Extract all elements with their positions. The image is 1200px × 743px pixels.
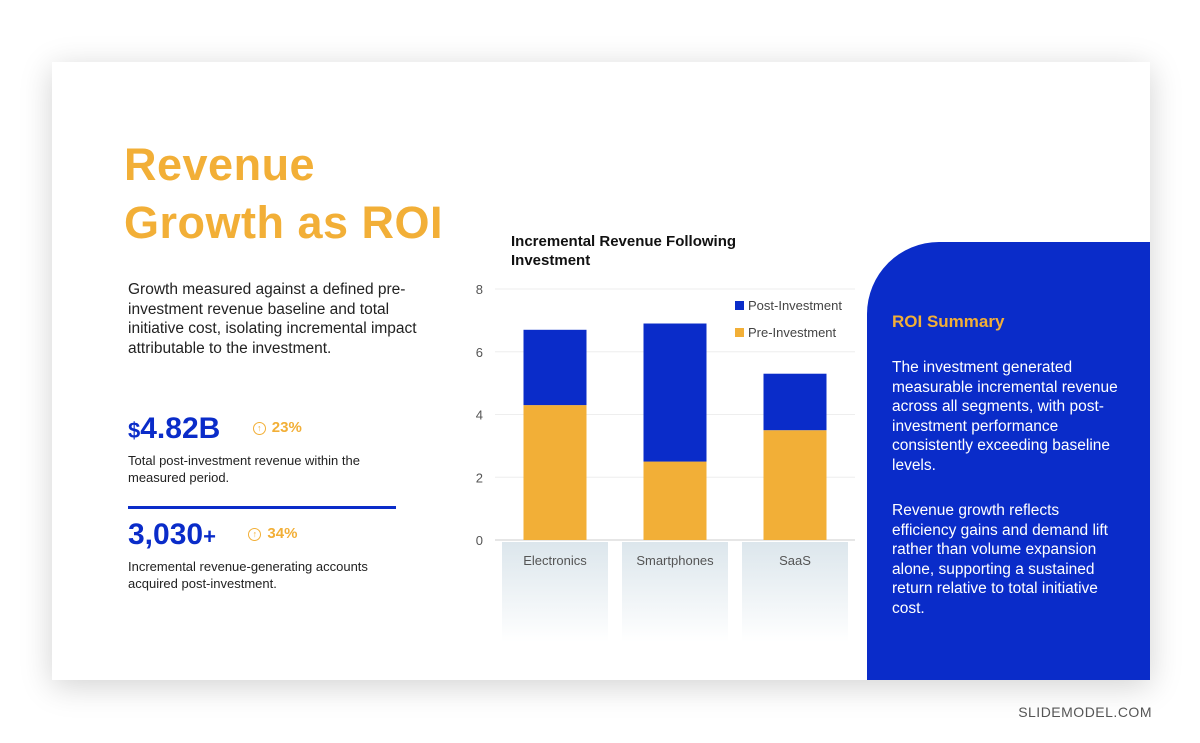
y-tick-label: 8: [476, 282, 483, 297]
intro-text: Growth measured against a defined pre-in…: [128, 281, 417, 357]
bar-pre-investment: [763, 430, 827, 540]
kpi-change: ↑ 23%: [252, 419, 302, 436]
category-label-box: [622, 542, 728, 642]
kpi-number: 4.82B: [140, 412, 221, 445]
arrow-up-circle-icon: ↑: [248, 528, 262, 541]
legend-label: Post-Investment: [748, 298, 842, 313]
kpi-change-value: 34%: [267, 525, 298, 542]
kpi-change-value: 23%: [271, 419, 302, 436]
x-tick-label: Smartphones: [636, 553, 714, 568]
x-tick-label: Electronics: [523, 553, 587, 568]
legend-label: Pre-Investment: [748, 325, 837, 340]
kpi-revenue: $4.82B ↑ 23% Total post-investment revenu…: [128, 412, 398, 486]
watermark: SLIDEMODEL.COM: [1018, 704, 1152, 720]
y-tick-label: 2: [476, 470, 483, 485]
kpi-change: ↑ 34%: [248, 525, 297, 542]
bar-pre-investment: [523, 405, 587, 540]
title-line-1: Revenue: [124, 139, 316, 190]
kpi-prefix: $: [128, 418, 141, 443]
stacked-bar-chart: 0 2 4 6 8 Electronics Smartphones SaaS Post-Inve…: [476, 282, 855, 642]
chart-title: Incremental Revenue Following Investment: [511, 233, 737, 269]
slide: Revenue Growth as ROI Growth measured aga…: [52, 62, 1150, 680]
divider: [128, 506, 396, 509]
legend-swatch: [735, 301, 744, 310]
category-label-box: [502, 542, 608, 642]
y-tick-label: 4: [476, 408, 483, 423]
roi-summary-panel: ROI Summary The investment generated mea…: [867, 242, 1150, 680]
summary-paragraph: Revenue growth reflects efficiency gains…: [892, 502, 1108, 617]
summary-heading: ROI Summary: [892, 312, 1005, 331]
bar-pre-investment: [643, 461, 707, 540]
bar-post-investment: [523, 329, 587, 406]
y-tick-label: 6: [476, 345, 483, 360]
y-tick-label: 0: [476, 533, 483, 548]
kpi-accounts: 3,030+ ↑ 34% Incremental revenue-generati…: [128, 518, 398, 592]
bar-post-investment: [643, 323, 707, 462]
kpi-description: Total post-investment revenue within the…: [128, 453, 360, 485]
legend-swatch: [735, 328, 744, 337]
kpi-suffix: +: [203, 524, 216, 549]
kpi-description: Incremental revenue-generating accounts …: [128, 559, 368, 591]
summary-paragraph: The investment generated measurable incr…: [892, 359, 1118, 474]
title-line-2: Growth as ROI: [124, 197, 444, 248]
slide-title: Revenue Growth as ROI: [124, 136, 443, 252]
bar-post-investment: [763, 373, 827, 431]
arrow-up-circle-icon: ↑: [252, 422, 266, 435]
x-tick-label: SaaS: [779, 553, 811, 568]
category-label-box: [742, 542, 848, 642]
kpi-value: 3,030+: [128, 518, 216, 552]
kpi-number: 3,030: [128, 518, 204, 551]
kpi-value: $4.82B: [128, 412, 220, 446]
